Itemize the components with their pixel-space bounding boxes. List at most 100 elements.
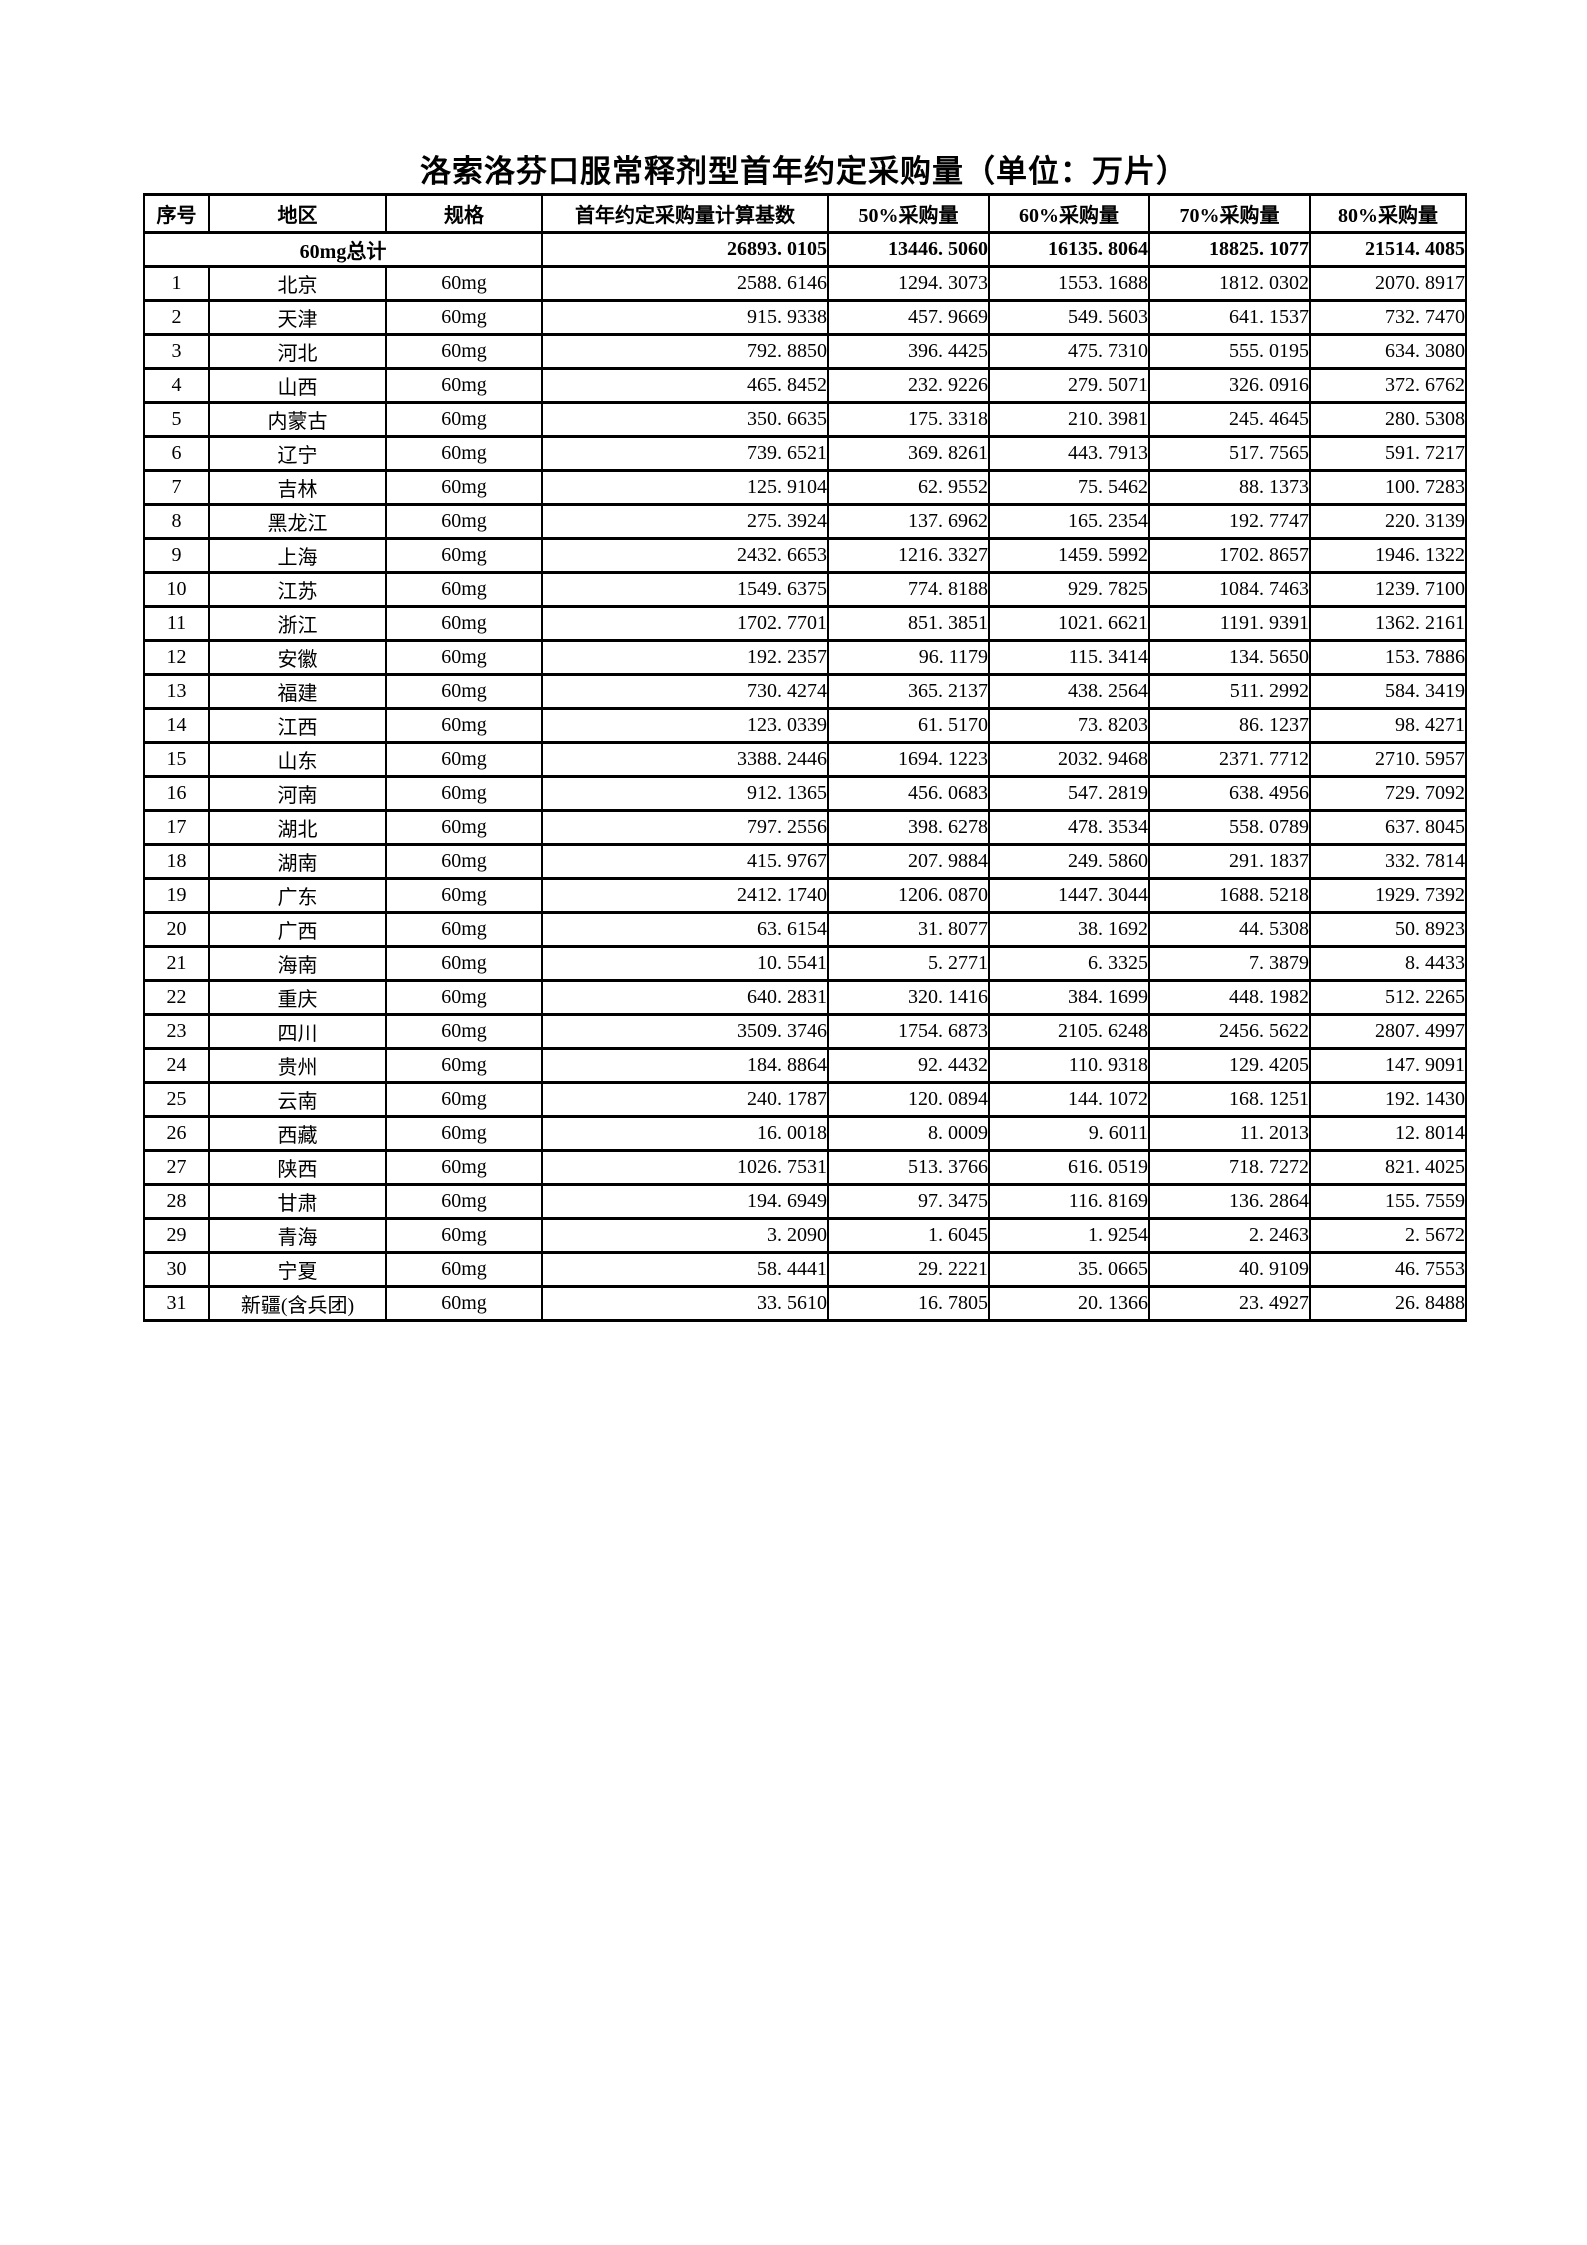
row-index-cell: 1 [143,265,210,302]
value-cell-3: 134. 5650 [1148,639,1311,676]
spec-cell: 60mg [385,1251,543,1288]
value-cell-2: 1. 9254 [988,1217,1150,1254]
region-cell: 陕西 [208,1149,387,1186]
spec-cell: 60mg [385,571,543,608]
value-cell-0: 184. 8864 [541,1047,829,1084]
value-cell-1: 16. 7805 [827,1285,990,1322]
value-cell-3: 40. 9109 [1148,1251,1311,1288]
value-cell-3: 7. 3879 [1148,945,1311,982]
table-row: 18 湖南 60mg 415. 9767 207. 9884 249. 5860 291. … [143,843,1467,880]
value-cell-4: 2807. 4997 [1309,1013,1467,1050]
spec-cell: 60mg [385,1115,543,1152]
value-cell-2: 6. 3325 [988,945,1150,982]
value-cell-1: 1294. 3073 [827,265,990,302]
value-cell-3: 517. 7565 [1148,435,1311,472]
header-cell-4: 50%采购量 [827,193,990,234]
value-cell-3: 88. 1373 [1148,469,1311,506]
table-row: 13 福建 60mg 730. 4274 365. 2137 438. 2564 511. … [143,673,1467,710]
value-cell-2: 9. 6011 [988,1115,1150,1152]
table-row: 23 四川 60mg 3509. 3746 1754. 6873 2105. 6248 24… [143,1013,1467,1050]
spec-cell: 60mg [385,401,543,438]
table-row: 19 广东 60mg 2412. 1740 1206. 0870 1447. 3044 16… [143,877,1467,914]
value-cell-1: 851. 3851 [827,605,990,642]
value-cell-0: 58. 4441 [541,1251,829,1288]
value-cell-2: 115. 3414 [988,639,1150,676]
value-cell-1: 8. 0009 [827,1115,990,1152]
value-cell-1: 513. 3766 [827,1149,990,1186]
value-cell-4: 729. 7092 [1309,775,1467,812]
value-cell-0: 123. 0339 [541,707,829,744]
value-cell-1: 1206. 0870 [827,877,990,914]
region-cell: 广东 [208,877,387,914]
region-cell: 浙江 [208,605,387,642]
total-value-cell-1: 13446. 5060 [827,231,990,268]
value-cell-3: 1084. 7463 [1148,571,1311,608]
value-cell-0: 3509. 3746 [541,1013,829,1050]
value-cell-0: 1702. 7701 [541,605,829,642]
total-value-cell-3: 18825. 1077 [1148,231,1311,268]
value-cell-3: 1688. 5218 [1148,877,1311,914]
value-cell-4: 637. 8045 [1309,809,1467,846]
value-cell-4: 192. 1430 [1309,1081,1467,1118]
value-cell-2: 2105. 6248 [988,1013,1150,1050]
spec-cell: 60mg [385,1081,543,1118]
table-row: 1 北京 60mg 2588. 6146 1294. 3073 1553. 1688 181… [143,265,1467,302]
region-cell: 内蒙古 [208,401,387,438]
value-cell-1: 137. 6962 [827,503,990,540]
row-index-cell: 23 [143,1013,210,1050]
table-row: 15 山东 60mg 3388. 2446 1694. 1223 2032. 9468 23… [143,741,1467,778]
row-index-cell: 27 [143,1149,210,1186]
value-cell-1: 396. 4425 [827,333,990,370]
spec-cell: 60mg [385,809,543,846]
region-cell: 西藏 [208,1115,387,1152]
region-cell: 河南 [208,775,387,812]
value-cell-3: 86. 1237 [1148,707,1311,744]
value-cell-3: 718. 7272 [1148,1149,1311,1186]
value-cell-2: 929. 7825 [988,571,1150,608]
value-cell-4: 100. 7283 [1309,469,1467,506]
value-cell-0: 63. 6154 [541,911,829,948]
table-row: 25 云南 60mg 240. 1787 120. 0894 144. 1072 168. … [143,1081,1467,1118]
spec-cell: 60mg [385,299,543,336]
value-cell-3: 641. 1537 [1148,299,1311,336]
total-row: 60mg总计 26893. 0105 13446. 5060 16135. 8064 1… [143,231,1467,268]
value-cell-4: 591. 7217 [1309,435,1467,472]
value-cell-0: 792. 8850 [541,333,829,370]
row-index-cell: 24 [143,1047,210,1084]
row-index-cell: 31 [143,1285,210,1322]
value-cell-3: 291. 1837 [1148,843,1311,880]
value-cell-3: 638. 4956 [1148,775,1311,812]
header-cell-1: 地区 [208,193,387,234]
value-cell-0: 350. 6635 [541,401,829,438]
row-index-cell: 2 [143,299,210,336]
total-label-cell: 60mg总计 [143,231,543,268]
spec-cell: 60mg [385,843,543,880]
value-cell-0: 33. 5610 [541,1285,829,1322]
value-cell-3: 1191. 9391 [1148,605,1311,642]
region-cell: 甘肃 [208,1183,387,1220]
table-row: 8 黑龙江 60mg 275. 3924 137. 6962 165. 2354 192. … [143,503,1467,540]
spec-cell: 60mg [385,673,543,710]
table-row: 10 江苏 60mg 1549. 6375 774. 8188 929. 7825 1084… [143,571,1467,608]
region-cell: 北京 [208,265,387,302]
spec-cell: 60mg [385,605,543,642]
value-cell-3: 168. 1251 [1148,1081,1311,1118]
value-cell-1: 96. 1179 [827,639,990,676]
value-cell-1: 1216. 3327 [827,537,990,574]
value-cell-4: 50. 8923 [1309,911,1467,948]
value-cell-4: 280. 5308 [1309,401,1467,438]
value-cell-2: 478. 3534 [988,809,1150,846]
row-index-cell: 15 [143,741,210,778]
value-cell-3: 555. 0195 [1148,333,1311,370]
region-cell: 吉林 [208,469,387,506]
region-cell: 黑龙江 [208,503,387,540]
row-index-cell: 10 [143,571,210,608]
value-cell-4: 153. 7886 [1309,639,1467,676]
value-cell-1: 61. 5170 [827,707,990,744]
spec-cell: 60mg [385,945,543,982]
value-cell-4: 1946. 1322 [1309,537,1467,574]
row-index-cell: 18 [143,843,210,880]
header-cell-7: 80%采购量 [1309,193,1467,234]
spec-cell: 60mg [385,775,543,812]
